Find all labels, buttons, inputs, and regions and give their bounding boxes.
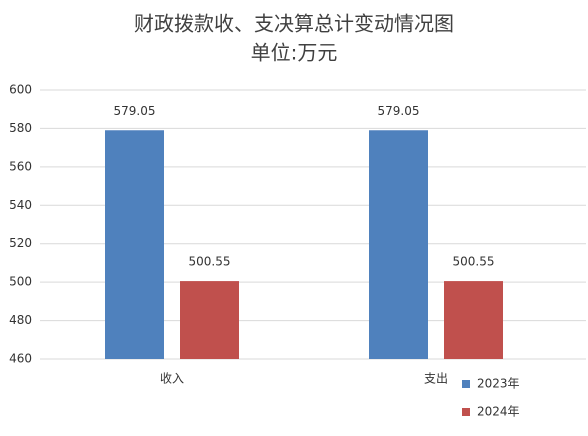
y-tick-label: 580 <box>9 121 32 135</box>
data-label: 500.55 <box>189 255 231 269</box>
legend-label: 2023年 <box>477 377 520 391</box>
y-tick-label: 460 <box>9 352 32 366</box>
legend-swatch <box>462 380 470 388</box>
y-tick-label: 500 <box>9 275 32 289</box>
bar <box>180 281 239 359</box>
legend-label: 2024年 <box>477 405 520 419</box>
chart-title: 财政拨款收、支决算总计变动情况图 <box>134 12 454 36</box>
x-tick-label: 收入 <box>160 372 184 386</box>
chart-subtitle: 单位:万元 <box>251 41 338 65</box>
y-tick-label: 560 <box>9 159 32 173</box>
bar <box>105 130 164 359</box>
data-label: 579.05 <box>114 104 156 118</box>
y-tick-label: 540 <box>9 198 32 212</box>
data-label: 500.55 <box>453 255 495 269</box>
y-tick-label: 480 <box>9 313 32 327</box>
bar <box>369 130 428 359</box>
x-tick-label: 支出 <box>424 372 448 386</box>
y-tick-label: 520 <box>9 236 32 250</box>
data-label: 579.05 <box>378 104 420 118</box>
y-tick-label: 600 <box>9 83 32 97</box>
legend-swatch <box>462 408 470 416</box>
bar <box>444 281 503 359</box>
